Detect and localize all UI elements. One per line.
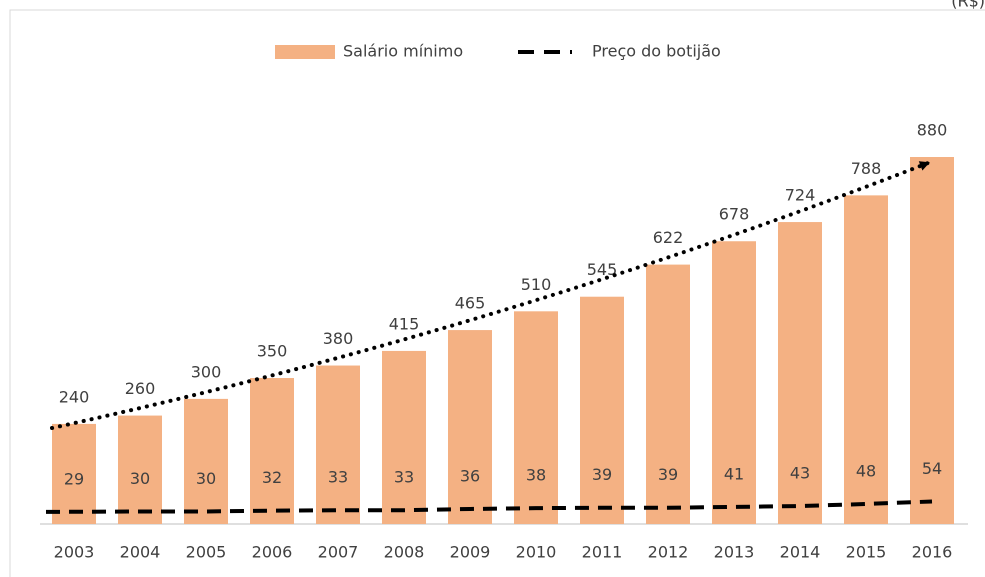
line-value-label: 36 xyxy=(460,466,480,485)
x-tick-label: 2015 xyxy=(846,543,887,562)
line-value-label: 39 xyxy=(592,465,612,484)
bar-value-label: 260 xyxy=(125,379,156,398)
bar-value-label: 380 xyxy=(323,329,354,348)
x-tick-label: 2016 xyxy=(912,543,953,562)
bar xyxy=(778,222,822,525)
bar xyxy=(52,423,96,524)
bar xyxy=(844,195,888,525)
line-value-label: 32 xyxy=(262,468,282,487)
bar xyxy=(910,157,954,524)
line-value-label: 30 xyxy=(130,469,150,488)
bar xyxy=(184,398,228,524)
line-value-label: 48 xyxy=(856,461,876,480)
bar xyxy=(250,378,294,524)
bar xyxy=(118,415,162,524)
x-tick-label: 2005 xyxy=(186,543,227,562)
bar xyxy=(646,264,690,524)
bar-value-label: 678 xyxy=(719,205,750,224)
bar-value-label: 300 xyxy=(191,362,222,381)
x-tick-label: 2003 xyxy=(54,543,95,562)
legend-swatch xyxy=(275,45,335,59)
line-value-label: 43 xyxy=(790,464,810,483)
bar-value-label: 465 xyxy=(455,294,486,313)
line-value-label: 33 xyxy=(328,468,348,487)
bar-value-label: 415 xyxy=(389,314,420,333)
chart-frame xyxy=(9,9,985,577)
line-value-label: 30 xyxy=(196,469,216,488)
line-value-label: 38 xyxy=(526,466,546,485)
line xyxy=(45,499,933,514)
bar xyxy=(514,311,558,524)
bar-value-label: 510 xyxy=(521,275,552,294)
x-tick-label: 2009 xyxy=(450,543,491,562)
bar xyxy=(382,350,426,524)
line-value-label: 54 xyxy=(922,459,942,478)
x-tick-label: 2007 xyxy=(318,543,359,562)
x-tick-label: 2006 xyxy=(252,543,293,562)
x-tick-label: 2011 xyxy=(582,543,623,562)
line-value-label: 39 xyxy=(658,465,678,484)
bar xyxy=(316,365,360,524)
x-tick-label: 2012 xyxy=(648,543,689,562)
bar-value-label: 545 xyxy=(587,260,618,279)
x-tick-label: 2004 xyxy=(120,543,161,562)
x-tick-label: 2013 xyxy=(714,543,755,562)
x-tick-label: 2008 xyxy=(384,543,425,562)
line-value-label: 33 xyxy=(394,468,414,487)
bar-value-label: 880 xyxy=(917,121,948,140)
bar-value-label: 350 xyxy=(257,342,288,361)
legend-label: Salário mínimo xyxy=(343,42,463,61)
bar xyxy=(448,330,492,524)
bar xyxy=(712,241,756,525)
unit-label: (R$) xyxy=(951,0,985,11)
bar-value-label: 788 xyxy=(851,159,882,178)
x-tick-label: 2010 xyxy=(516,543,557,562)
bar-value-label: 240 xyxy=(59,387,90,406)
line-value-label: 29 xyxy=(64,469,84,488)
line-value-label: 41 xyxy=(724,464,744,483)
legend-label: Preço do botijão xyxy=(592,42,721,61)
x-tick-label: 2014 xyxy=(780,543,821,562)
bar-value-label: 724 xyxy=(785,186,816,205)
plot: 2003 2004 2005 2006 2007 2008 2009 2010 2011 2012… xyxy=(45,121,954,562)
bar xyxy=(580,296,624,524)
bar-value-label: 622 xyxy=(653,228,684,247)
